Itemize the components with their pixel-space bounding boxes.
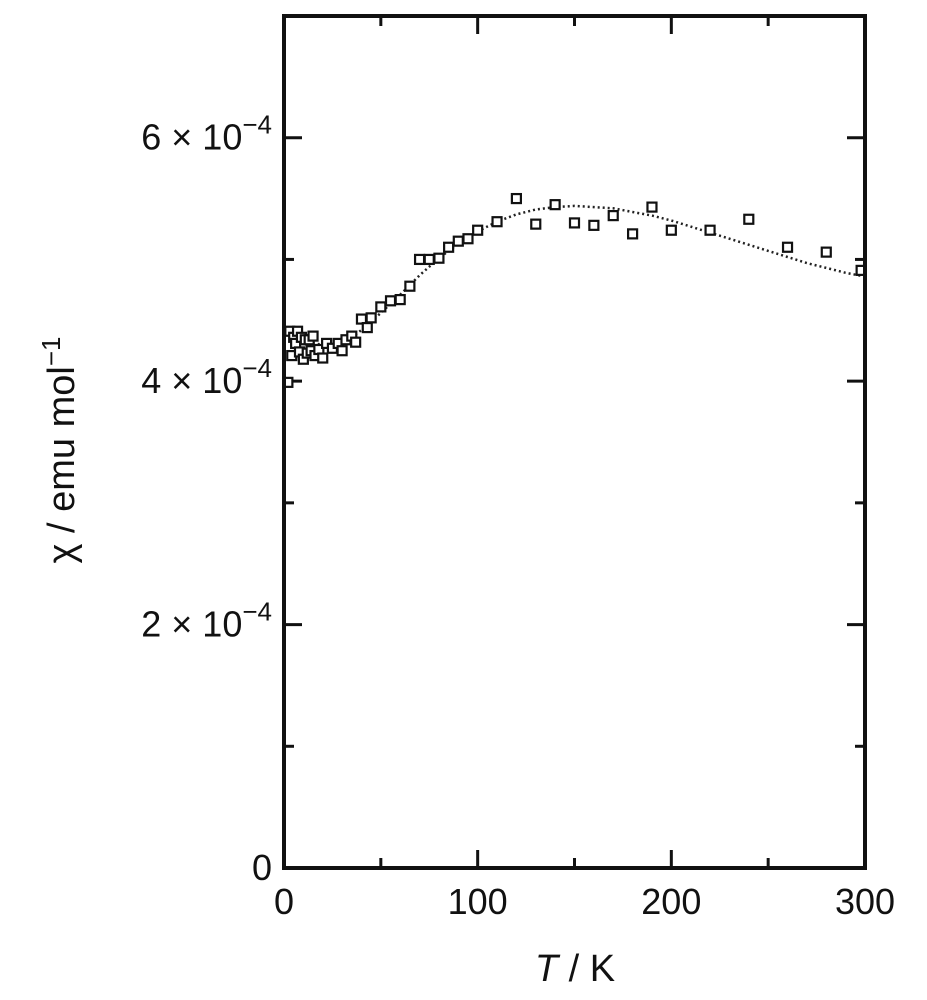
data-point [820,246,832,258]
data-point [443,241,455,253]
data-point [607,210,619,222]
data-point [433,252,445,264]
y-tick-label: 4 × 10−4 [141,353,272,401]
x-tick-label: 100 [448,881,508,922]
data-point [588,219,600,231]
data-point [317,352,329,364]
x-tick-labels: 0 100 200 300 [274,881,895,922]
data-point [384,295,397,307]
data-points-layer [282,192,867,388]
y-tick-mantissa: 4 × 10 [141,360,242,401]
y-axis-unit: / emu mol [41,366,83,543]
x-axis-symbol: T [535,948,561,990]
y-axis-unit-exponent: −1 [36,337,66,367]
y-axis-title: χ / emu mol−1 [36,337,83,564]
data-point [413,253,426,266]
data-point [743,213,755,225]
data-point [336,345,348,357]
y-tick-label: 2 × 10−4 [141,597,272,645]
x-tick-label: 200 [641,881,701,922]
data-point [510,192,522,205]
y-tick-mantissa: 2 × 10 [141,604,242,645]
y-tick-marks [284,14,865,870]
data-point [646,201,658,213]
x-tick-marks [282,16,867,868]
data-point [781,241,794,253]
data-point [665,224,677,236]
data-point [530,218,542,230]
data-point [423,253,435,266]
y-tick-exponent: −4 [242,597,272,627]
data-point [491,216,503,228]
x-axis-unit: / K [558,948,615,990]
data-point [375,301,387,313]
x-axis-title: T / K [535,948,615,990]
plot-frame [282,14,867,870]
data-point [365,312,377,324]
y-axis-symbol: χ [41,544,83,564]
data-point [394,293,406,306]
data-point [307,330,319,342]
data-point [361,321,373,334]
data-point [452,235,464,247]
x-tick-label: 0 [274,881,294,922]
data-point [549,199,561,211]
data-point [350,336,362,348]
y-tick-labels: 02 × 10−44 × 10−46 × 10−4 [141,110,272,888]
y-tick-exponent: −4 [242,110,272,140]
data-point [472,224,484,236]
data-point [626,228,639,240]
y-tick-exponent: −4 [242,353,272,383]
data-point [404,280,416,292]
data-point [462,233,474,245]
data-point [704,224,716,236]
y-tick-label: 6 × 10−4 [141,110,272,158]
y-tick-label: 0 [252,847,272,888]
data-point [568,217,581,229]
y-tick-mantissa: 6 × 10 [141,117,242,158]
x-tick-label: 300 [835,881,895,922]
